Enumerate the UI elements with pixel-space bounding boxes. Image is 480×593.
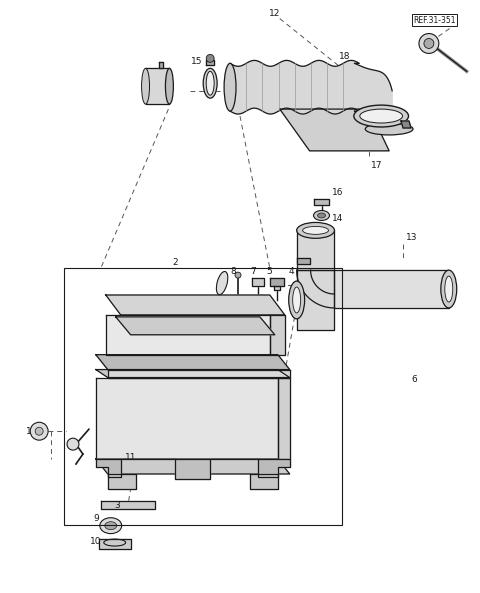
Text: 3: 3 [114,501,120,511]
Text: 9: 9 [93,514,99,523]
Ellipse shape [365,123,413,135]
Ellipse shape [445,276,453,302]
Polygon shape [159,62,164,68]
Ellipse shape [297,222,335,238]
Polygon shape [206,60,214,65]
Polygon shape [96,459,120,477]
Polygon shape [101,501,156,509]
Polygon shape [270,315,285,355]
Polygon shape [297,231,335,270]
Circle shape [235,272,241,278]
Text: 7: 7 [250,267,256,276]
Circle shape [206,55,214,62]
Polygon shape [99,538,131,549]
Polygon shape [96,369,290,378]
Ellipse shape [302,227,328,234]
Polygon shape [250,474,278,489]
Text: 13: 13 [406,233,418,242]
Polygon shape [270,278,284,286]
Ellipse shape [142,68,150,104]
Ellipse shape [288,281,305,319]
Polygon shape [280,109,389,151]
Ellipse shape [313,211,329,221]
Polygon shape [252,278,264,286]
Polygon shape [108,474,136,489]
Text: 11: 11 [125,452,136,461]
Circle shape [419,34,439,53]
Ellipse shape [360,109,403,123]
Circle shape [67,438,79,450]
Polygon shape [297,258,310,264]
Polygon shape [106,295,285,315]
Polygon shape [274,286,280,290]
Ellipse shape [293,287,300,313]
Ellipse shape [216,272,228,295]
Text: 4: 4 [289,267,295,276]
Ellipse shape [354,105,408,127]
Text: 2: 2 [173,258,178,267]
Ellipse shape [318,213,325,218]
Text: 12: 12 [269,9,280,18]
Polygon shape [96,378,278,459]
Polygon shape [335,270,449,308]
Circle shape [424,39,434,49]
Ellipse shape [105,522,117,530]
Polygon shape [145,68,169,104]
Text: REF.31-351: REF.31-351 [413,15,456,25]
Ellipse shape [203,68,217,98]
Polygon shape [96,355,290,369]
Polygon shape [106,315,270,355]
Text: 14: 14 [332,214,343,223]
Circle shape [30,422,48,440]
Polygon shape [230,60,392,130]
Bar [64,268,342,525]
Ellipse shape [206,71,214,95]
Polygon shape [108,369,290,378]
Text: 17: 17 [372,161,383,170]
Ellipse shape [224,63,236,111]
Text: 6: 6 [411,375,417,384]
Polygon shape [278,378,290,459]
Polygon shape [258,459,290,477]
Text: 10: 10 [90,537,102,546]
Text: 8: 8 [230,267,236,276]
Polygon shape [116,317,275,335]
Text: 15: 15 [191,57,202,66]
Polygon shape [175,459,210,479]
Polygon shape [96,459,290,474]
Ellipse shape [166,68,173,104]
Text: 1: 1 [26,427,32,436]
Polygon shape [313,199,329,205]
Ellipse shape [100,518,122,534]
Ellipse shape [441,270,457,308]
Circle shape [35,427,43,435]
Text: 5: 5 [266,267,272,276]
Polygon shape [297,270,335,308]
Polygon shape [401,121,411,128]
Text: 18: 18 [339,52,350,61]
Text: 16: 16 [332,188,343,197]
Polygon shape [297,270,335,330]
